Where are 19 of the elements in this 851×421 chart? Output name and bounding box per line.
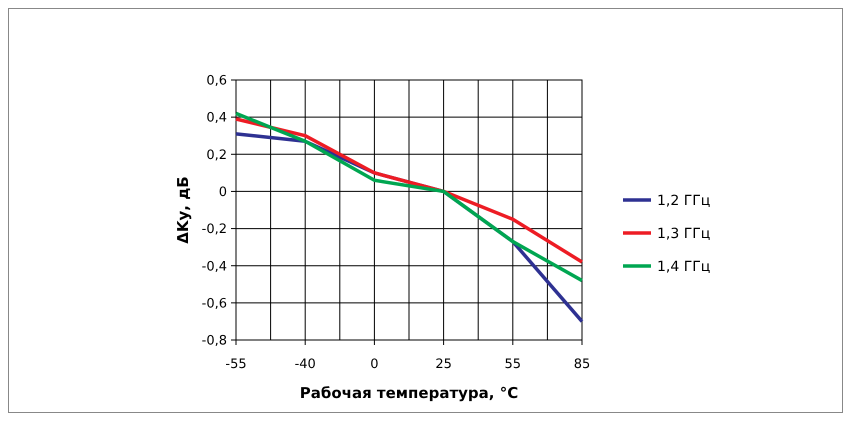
- x-tick-label: 85: [574, 357, 590, 372]
- y-tick-label: -0,8: [202, 334, 227, 349]
- y-tick-label: -0,6: [202, 296, 227, 312]
- y-tick-label: 0,4: [206, 110, 227, 126]
- x-tick-label: -40: [294, 357, 316, 372]
- x-tick-label: 55: [504, 357, 522, 372]
- x-tick-label: 25: [435, 357, 452, 372]
- y-tick-label: -0,4: [202, 259, 227, 274]
- x-tick-label: -55: [225, 357, 247, 372]
- x-tick-label: 0: [370, 357, 379, 372]
- y-tick-label: 0: [218, 184, 227, 200]
- y-tick-label: 0,6: [206, 74, 227, 89]
- y-tick-label: -0,2: [202, 222, 227, 238]
- y-axis-title: ΔKу, дБ: [174, 176, 192, 244]
- legend-label: 1,4 ГГц: [657, 258, 710, 275]
- y-tick-label: 0,2: [206, 148, 227, 163]
- legend-label: 1,3 ГГц: [657, 226, 710, 242]
- x-axis-title: Рабочая температура, °C: [300, 384, 518, 402]
- legend-label: 1,2 ГГц: [657, 192, 710, 209]
